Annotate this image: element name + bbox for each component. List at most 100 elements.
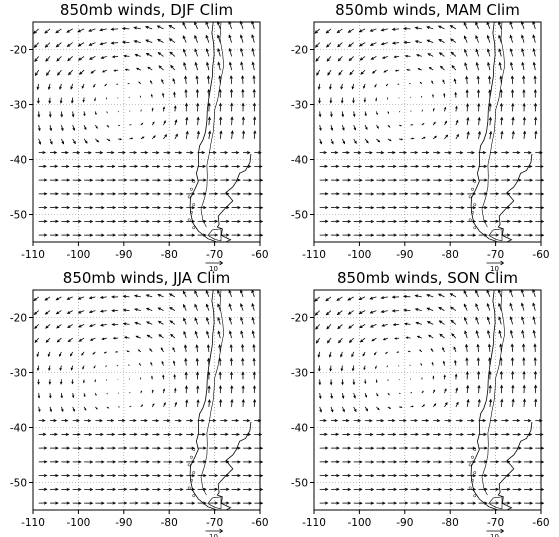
wind-vector-head	[362, 353, 365, 357]
wind-vector-head	[237, 178, 241, 182]
wind-vector	[315, 56, 321, 62]
wind-vector-head	[137, 349, 140, 352]
wind-vector-head	[92, 352, 95, 355]
wind-vector-head	[146, 446, 150, 450]
wind-vector-head	[507, 446, 511, 450]
wind-vector-head	[252, 371, 256, 375]
wind-vector-head	[347, 311, 352, 315]
wind-vector-head	[83, 113, 86, 117]
wind-vector-head	[180, 446, 184, 450]
wind-vector	[487, 62, 491, 71]
wind-vector-head	[205, 303, 209, 308]
wind-vector-head	[205, 48, 209, 52]
wind-vector	[182, 22, 187, 30]
wind-vector-head	[71, 395, 75, 399]
wind-vector	[500, 76, 502, 84]
wind-vector-head	[403, 308, 407, 312]
wind-vector-head	[240, 61, 244, 66]
wind-vector-head	[43, 219, 48, 223]
wind-vector-head	[540, 178, 545, 182]
wind-vector-head	[369, 419, 373, 423]
wind-vector-head	[248, 192, 253, 196]
wind-vector	[219, 399, 222, 407]
wind-vector-head	[510, 89, 515, 93]
wind-vector-head	[461, 501, 465, 505]
wind-vector-head	[252, 343, 256, 348]
wind-vector-head	[207, 385, 211, 389]
wind-vector-head	[449, 233, 454, 237]
wind-vector-head	[121, 40, 126, 44]
wind-vector	[196, 358, 198, 366]
wind-vector-head	[336, 192, 340, 196]
wind-vector-head	[438, 487, 443, 491]
wind-vector-head	[465, 75, 469, 80]
wind-vector-head	[494, 418, 498, 423]
wind-vector	[464, 35, 468, 43]
wind-vector	[101, 56, 107, 59]
wind-vector-head	[157, 446, 161, 450]
wind-vector-head	[157, 233, 161, 237]
wind-vector-head	[517, 164, 522, 168]
wind-vector-head	[180, 233, 184, 237]
wind-vector-head	[369, 324, 374, 328]
wind-vector-head	[144, 25, 149, 29]
wind-vector	[359, 324, 366, 329]
wind-vector-head	[330, 395, 333, 399]
wind-vector	[197, 131, 200, 139]
wind-vector-head	[146, 474, 150, 478]
wind-vector-head	[329, 368, 333, 372]
wind-vector-head	[422, 404, 426, 407]
wind-vector-head	[88, 296, 93, 300]
wind-vector	[217, 317, 221, 325]
wind-vector	[476, 62, 479, 71]
x-tick-label: -90	[115, 249, 132, 261]
wind-vector-head	[359, 460, 363, 464]
island	[192, 471, 196, 475]
wind-vector	[521, 21, 525, 30]
wind-vector-head	[43, 460, 48, 464]
wind-vector-head	[55, 297, 59, 301]
wind-vector	[450, 293, 457, 298]
wind-vector-head	[532, 302, 536, 307]
wind-vector-head	[426, 294, 430, 297]
wind-vector	[55, 28, 62, 34]
wind-vector	[498, 289, 502, 298]
wind-vector-head	[66, 164, 70, 168]
wind-vector	[208, 399, 210, 407]
wind-vector-head	[529, 474, 534, 478]
wind-vector-head	[451, 333, 455, 337]
wind-vector-head	[43, 205, 48, 210]
wind-vector-head	[123, 192, 128, 196]
wind-vector	[421, 109, 424, 112]
wind-vector-head	[55, 460, 59, 464]
wind-vector	[512, 131, 514, 139]
wind-vector	[427, 321, 434, 325]
wind-vector-head	[315, 326, 319, 330]
wind-vector-head	[76, 151, 81, 155]
wind-vector-head	[42, 150, 46, 155]
wind-vector-head	[403, 294, 407, 299]
wind-vector-head	[388, 393, 390, 396]
wind-vector-head	[135, 205, 139, 210]
wind-vector-head	[416, 460, 420, 464]
wind-vector-head	[218, 371, 222, 375]
wind-vector-head	[495, 205, 500, 210]
island	[468, 463, 472, 467]
wind-vector-head	[334, 151, 339, 155]
wind-vector	[381, 42, 388, 45]
wind-vector	[194, 48, 198, 57]
wind-vector-head	[347, 487, 352, 491]
wind-vector-head	[135, 473, 139, 478]
wind-vector-head	[217, 303, 221, 307]
wind-vector-head	[248, 487, 253, 491]
wind-vector-head	[540, 446, 545, 450]
wind-vector-head	[101, 192, 105, 196]
wind-vector-head	[259, 446, 264, 450]
wind-vector-head	[37, 127, 41, 132]
wind-vector-head	[161, 360, 164, 364]
wind-vector-head	[146, 334, 150, 338]
wind-vector-head	[370, 178, 375, 182]
wind-vector-head	[369, 151, 373, 155]
wind-vector-head	[83, 394, 86, 398]
wind-vector-head	[488, 116, 492, 121]
